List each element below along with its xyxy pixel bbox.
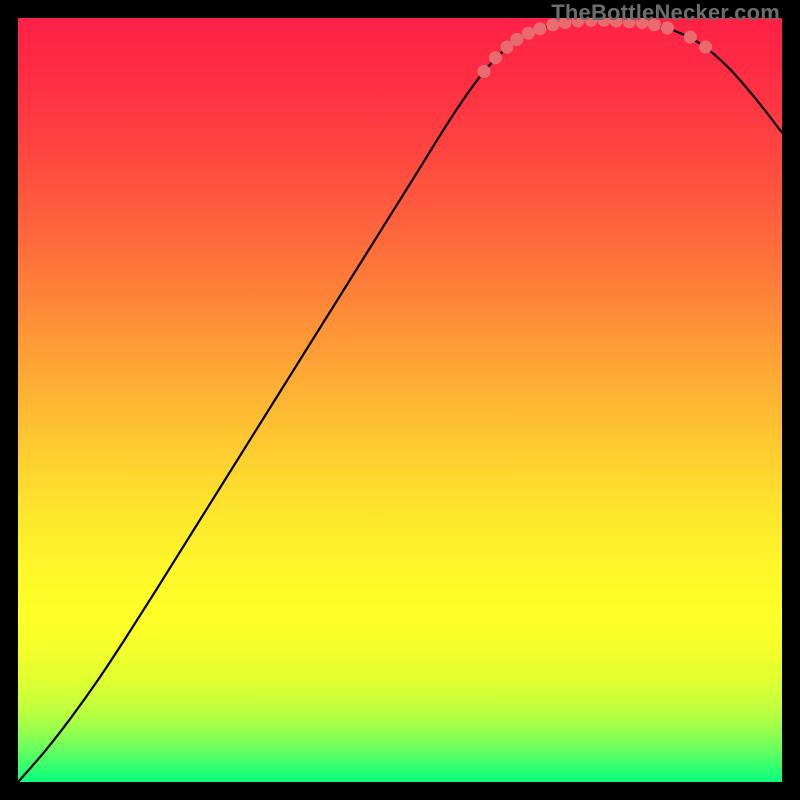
watermark-text: TheBottleNecker.com <box>551 0 780 26</box>
curve-marker <box>684 31 697 44</box>
plot-area <box>18 18 782 782</box>
curve-marker <box>699 41 712 54</box>
chart-container: TheBottleNecker.com <box>0 0 800 800</box>
curve-marker <box>510 33 523 46</box>
curve-marker <box>478 65 491 78</box>
curve-marker <box>489 51 502 64</box>
bottleneck-curve <box>18 18 782 782</box>
curve-marker <box>533 22 546 35</box>
curve-marker <box>522 27 535 40</box>
